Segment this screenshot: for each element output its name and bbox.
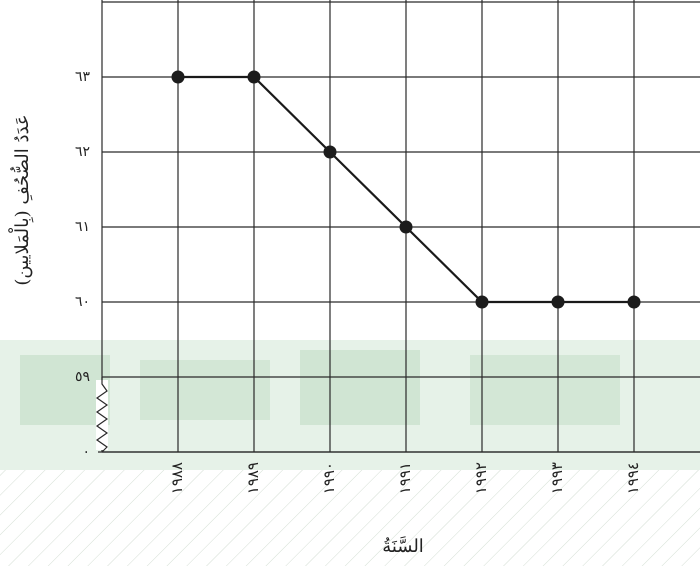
data-point	[247, 70, 261, 84]
x-tick-label: ١٩٩٠	[320, 462, 338, 494]
series-group	[171, 70, 641, 309]
x-tick-label: ١٩٩٢	[472, 462, 490, 494]
data-point	[399, 220, 413, 234]
x-tick-labels: ١٩٨٨ ١٩٨٩ ١٩٩٠ ١٩٩١ ١٩٩٢ ١٩٩٣ ١٩٩٤	[168, 462, 642, 494]
data-point	[551, 295, 565, 309]
x-tick-label: ١٩٩٤	[624, 462, 642, 494]
y-tick-label: ٦٠	[75, 294, 90, 310]
x-tick-label: ١٩٩٣	[548, 462, 566, 494]
y-axis-title: عَدَدُ الصُّحُفِ (بِالْمَلايين)	[8, 114, 34, 285]
x-axis-title: السَّنَةُ	[382, 536, 424, 557]
y-tick-label: ٥٩	[75, 369, 90, 385]
axis-break-zigzag	[95, 377, 109, 453]
data-point	[171, 70, 185, 84]
x-tick-label: ١٩٨٨	[168, 462, 186, 494]
y-tick-label: ٦٣	[75, 69, 91, 85]
background-band	[0, 340, 700, 566]
data-point	[627, 295, 641, 309]
data-point	[323, 145, 337, 159]
x-tick-label: ١٩٩١	[396, 462, 414, 494]
data-point	[475, 295, 489, 309]
y-tick-label: ٠	[82, 444, 90, 460]
y-tick-label: ٦١	[75, 219, 90, 235]
y-tick-labels: ٠ ٥٩ ٦٠ ٦١ ٦٢ ٦٣	[75, 69, 91, 460]
y-axis-break	[95, 377, 109, 453]
y-tick-label: ٦٢	[75, 144, 90, 160]
x-tick-label: ١٩٨٩	[244, 462, 262, 494]
